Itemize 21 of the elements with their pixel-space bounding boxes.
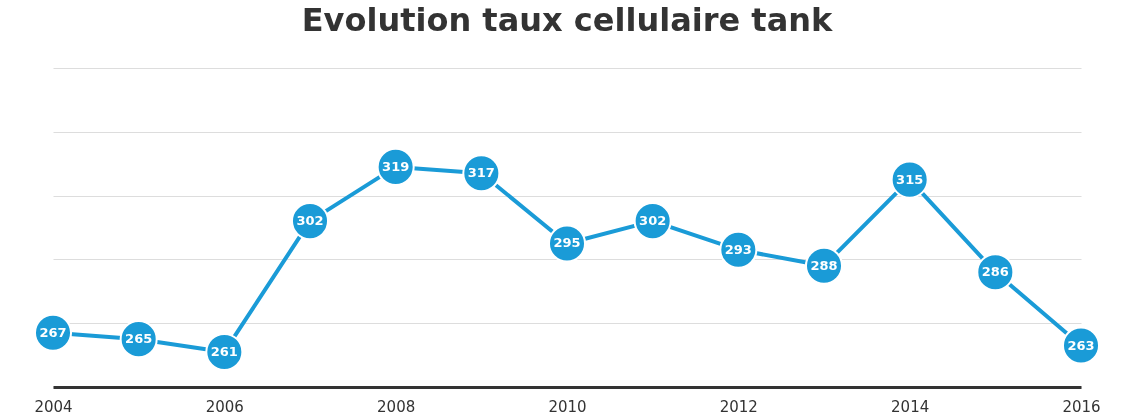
data-label: 319 bbox=[382, 158, 410, 174]
x-tick-label: 2006 bbox=[205, 397, 244, 416]
data-label: 288 bbox=[810, 257, 838, 273]
x-tick-label: 2004 bbox=[34, 397, 73, 416]
data-label: 295 bbox=[553, 235, 581, 251]
data-label: 302 bbox=[296, 213, 324, 229]
chart-title: Evolution taux cellulaire tank bbox=[301, 1, 834, 39]
x-tick-label: 2012 bbox=[719, 397, 758, 416]
data-label: 267 bbox=[39, 324, 67, 340]
x-tick-label: 2016 bbox=[1062, 397, 1101, 416]
data-label: 286 bbox=[981, 264, 1009, 280]
data-label: 315 bbox=[896, 171, 924, 187]
data-label: 293 bbox=[724, 241, 752, 257]
data-label: 302 bbox=[639, 213, 667, 229]
x-tick-label: 2010 bbox=[548, 397, 587, 416]
x-tick-label: 2014 bbox=[891, 397, 930, 416]
x-tick-label: 2008 bbox=[377, 397, 416, 416]
data-label: 265 bbox=[125, 331, 153, 347]
data-label: 317 bbox=[467, 165, 495, 181]
data-label: 263 bbox=[1067, 337, 1095, 353]
data-label: 261 bbox=[210, 343, 238, 359]
